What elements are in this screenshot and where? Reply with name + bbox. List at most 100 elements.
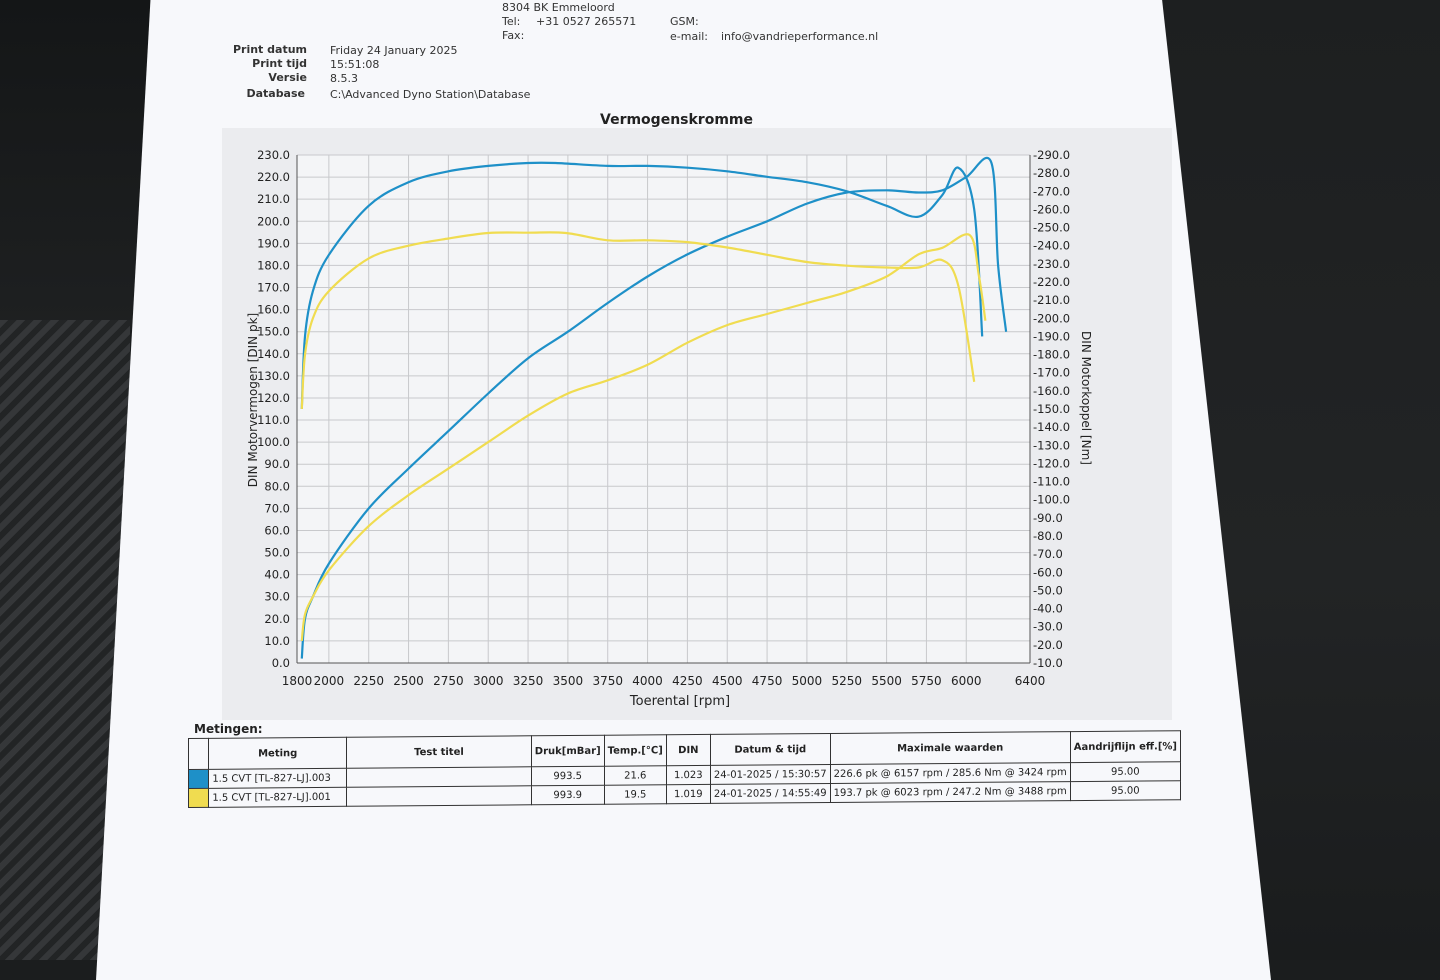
y-right-tick-label: -280.0 (1033, 166, 1070, 180)
y-left-tick-label: 90.0 (264, 457, 290, 471)
database-label: Database (246, 87, 305, 100)
print-datum-label: Print datum (232, 43, 307, 56)
x-tick-label: 4750 (752, 674, 783, 688)
y-left-tick-label: 100.0 (257, 435, 290, 449)
y-left-tick-label: 80.0 (264, 479, 290, 493)
y-left-tick-label: 70.0 (264, 501, 290, 515)
header-test-titel: Test titel (346, 735, 532, 769)
tel-label: Tel: (502, 15, 521, 28)
cell-druk: 993.9 (531, 785, 605, 805)
car-seat-background (0, 0, 160, 330)
x-tick-label: 5500 (871, 674, 902, 688)
y-left-tick-label: 40.0 (264, 568, 290, 582)
x-tick-label: 6000 (951, 674, 982, 688)
header-datum: Datum & tijd (710, 733, 831, 766)
cell-din: 1.023 (666, 765, 711, 785)
y-right-tick-label: -50.0 (1033, 583, 1063, 597)
chart-axes (296, 155, 1031, 664)
x-tick-label: 3750 (592, 674, 623, 688)
chart-title: Vermogenskromme (600, 112, 753, 128)
x-axis-label: Toerental [rpm] (629, 694, 730, 709)
y-right-tick-label: -70.0 (1033, 547, 1063, 561)
y-right-tick-label: -260.0 (1033, 202, 1070, 216)
x-tick-label: 5000 (792, 674, 823, 688)
x-tick-label: 5250 (831, 674, 862, 688)
torque-line-series-0 (300, 161, 984, 410)
power-line-series-1 (300, 233, 987, 642)
gsm-label: GSM: (670, 15, 699, 28)
print-tijd-value: 15:51:08 (330, 58, 380, 71)
x-tick-label: 4000 (632, 674, 663, 688)
measurements-title: Metingen: (194, 722, 263, 736)
versie-value: 8.5.3 (330, 72, 358, 85)
y-left-tick-label: 30.0 (264, 590, 290, 604)
y-right-tick-label: -190.0 (1033, 329, 1070, 343)
torque-line-series-1 (300, 231, 976, 410)
y-left-tick-label: 20.0 (264, 612, 290, 626)
x-tick-labels: 1800 2000 2250 2500 2750 3000 3250 3500 3750 4000… (282, 674, 1046, 688)
y-left-tick-label: 0.0 (272, 656, 290, 670)
y-right-tick-label: -210.0 (1033, 293, 1070, 307)
cell-meting: 1.5 CVT [TL-827-LJ].003 (208, 768, 347, 789)
cell-eff: 95.00 (1070, 761, 1181, 782)
y-right-tick-label: -110.0 (1033, 475, 1070, 489)
y-left-tick-label: 220.0 (257, 170, 290, 184)
y-right-tick-label: -100.0 (1033, 493, 1070, 507)
y-right-tick-label: -60.0 (1033, 565, 1063, 579)
x-tick-label: 2000 (314, 674, 345, 688)
header-din: DIN (666, 734, 711, 766)
y-left-tick-labels: 0.0 10.0 20.0 30.0 40.0 50.0 60.0 70.0 80.0 90.0 1… (257, 148, 290, 670)
power-torque-chart: 1800 2000 2250 2500 2750 3000 3250 3500 3750 4000… (246, 148, 1093, 709)
y-left-axis-label: DIN Motorvermogen [DIN pk] (246, 313, 260, 487)
cell-din: 1.019 (666, 784, 711, 804)
y-left-tick-label: 140.0 (257, 347, 290, 361)
cell-meting: 1.5 CVT [TL-827-LJ].001 (208, 787, 347, 808)
y-right-tick-label: -170.0 (1033, 366, 1070, 380)
y-left-tick-label: 10.0 (264, 634, 290, 648)
y-left-tick-label: 150.0 (257, 325, 290, 339)
header-druk: Druk[mBar] (531, 735, 605, 767)
x-tick-label: 3000 (473, 674, 504, 688)
y-right-tick-label: -140.0 (1033, 420, 1070, 434)
y-left-tick-label: 110.0 (257, 413, 290, 427)
y-left-tick-label: 60.0 (264, 523, 290, 537)
y-left-tick-label: 180.0 (257, 258, 290, 272)
y-right-tick-label: -290.0 (1033, 148, 1070, 162)
email-value: info@vandrieperformance.nl (721, 30, 879, 43)
y-right-tick-label: -10.0 (1033, 656, 1063, 670)
y-right-tick-label: -240.0 (1033, 239, 1070, 253)
y-left-tick-label: 210.0 (257, 192, 290, 206)
x-tick-label: 4500 (712, 674, 743, 688)
chart-grid (296, 154, 1031, 664)
header-color-cell (188, 738, 209, 770)
y-right-tick-label: -160.0 (1033, 384, 1070, 398)
y-right-tick-label: -90.0 (1033, 511, 1063, 525)
y-right-tick-label: -120.0 (1033, 456, 1070, 470)
header-temp: Temp.[°C] (604, 734, 667, 767)
cell-test-titel (346, 766, 532, 788)
x-tick-label: 2500 (393, 674, 424, 688)
x-tick-label: 2750 (433, 674, 464, 688)
y-left-tick-label: 160.0 (257, 303, 290, 317)
y-right-tick-label: -30.0 (1033, 620, 1063, 634)
y-left-tick-label: 50.0 (264, 546, 290, 560)
y-right-tick-labels: -10.0 -20.0 -30.0 -40.0 -50.0 -60.0 -70.0 -80.0… (1033, 148, 1070, 670)
x-tick-label: 3250 (513, 674, 544, 688)
y-right-tick-label: -270.0 (1033, 184, 1070, 198)
x-tick-label: 6400 (1015, 674, 1046, 688)
y-right-tick-label: -200.0 (1033, 311, 1070, 325)
y-right-axis-label: DIN Motorkoppel [Nm] (1079, 331, 1093, 465)
y-right-tick-label: -180.0 (1033, 348, 1070, 362)
y-right-tick-label: -130.0 (1033, 438, 1070, 452)
cell-datum: 24-01-2025 / 15:30:57 (710, 764, 831, 785)
series-color-swatch (188, 788, 209, 808)
y-left-tick-label: 230.0 (257, 148, 290, 162)
y-left-tick-label: 130.0 (257, 369, 290, 383)
email-label: e-mail: (670, 30, 709, 43)
x-tick-label: 1800 (282, 674, 313, 688)
cell-druk: 993.5 (531, 766, 605, 786)
cell-eff: 95.00 (1070, 780, 1181, 801)
series-color-swatch (188, 769, 209, 789)
x-tick-label: 4250 (672, 674, 703, 688)
power-line-series-0 (300, 156, 1008, 659)
